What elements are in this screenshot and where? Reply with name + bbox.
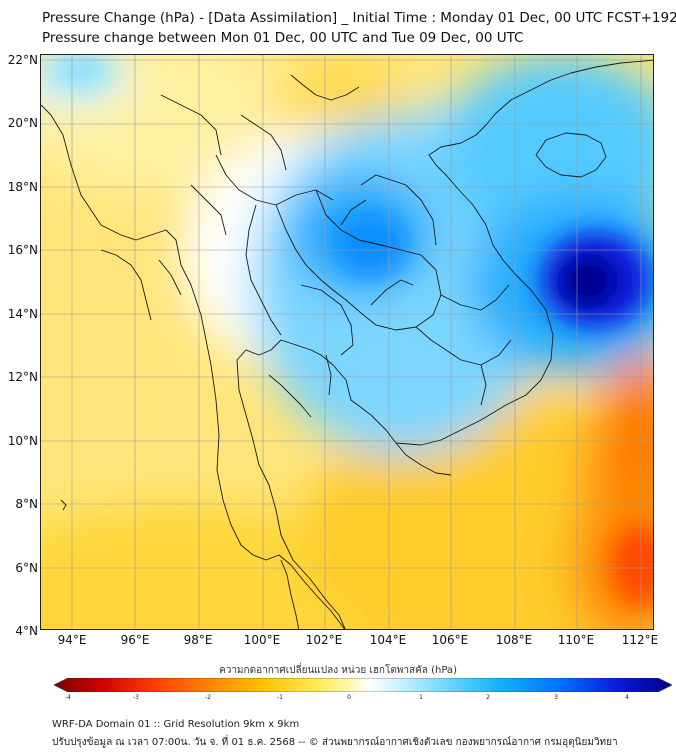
map-title: Pressure Change (hPa) - [Data Assimilati… xyxy=(42,10,676,26)
lat-label: 18°N xyxy=(7,180,38,194)
lon-label: 94°E xyxy=(57,633,87,647)
lat-label: 20°N xyxy=(7,116,38,130)
lon-label: 98°E xyxy=(183,633,213,647)
colorbar-tick: -3 xyxy=(133,694,139,701)
lon-label: 100°E xyxy=(243,633,281,647)
colorbar-tick: -1 xyxy=(277,694,283,701)
colorbar-tick: 4 xyxy=(625,694,629,701)
model-info: WRF-DA Domain 01 :: Grid Resolution 9km … xyxy=(52,719,300,730)
map-subtitle: Pressure change between Mon 01 Dec, 00 U… xyxy=(42,30,524,46)
lat-label: 8°N xyxy=(15,497,38,511)
lon-label: 108°E xyxy=(495,633,533,647)
lon-label: 102°E xyxy=(305,633,343,647)
lat-label: 10°N xyxy=(7,434,38,448)
lat-label: 12°N xyxy=(7,370,38,384)
colorbar xyxy=(54,678,672,692)
lat-label: 6°N xyxy=(15,561,38,575)
lat-label: 4°N xyxy=(15,624,38,638)
colorbar-tick: -4 xyxy=(65,694,71,701)
lon-label: 96°E xyxy=(120,633,150,647)
lat-label: 22°N xyxy=(7,53,38,67)
colorbar-tick: 1 xyxy=(419,694,423,701)
pressure-change-map xyxy=(40,54,654,630)
colorbar-tick: 2 xyxy=(486,694,490,701)
colorbar-tick: 0 xyxy=(347,694,351,701)
colorbar-title: ความกดอากาศเปลี่ยนแปลง หน่วย เฮกโตพาสคัล… xyxy=(219,665,457,676)
lon-label: 106°E xyxy=(431,633,469,647)
lat-label: 16°N xyxy=(7,243,38,257)
lon-label: 112°E xyxy=(621,633,659,647)
lat-label: 14°N xyxy=(7,307,38,321)
lon-label: 110°E xyxy=(557,633,595,647)
colorbar-tick: -2 xyxy=(205,694,211,701)
colorbar-tick: 3 xyxy=(554,694,558,701)
update-credit: ปรับปรุงข้อมูล ณ เวลา 07:00น. วัน จ. ที่… xyxy=(52,737,618,748)
lon-label: 104°E xyxy=(369,633,407,647)
